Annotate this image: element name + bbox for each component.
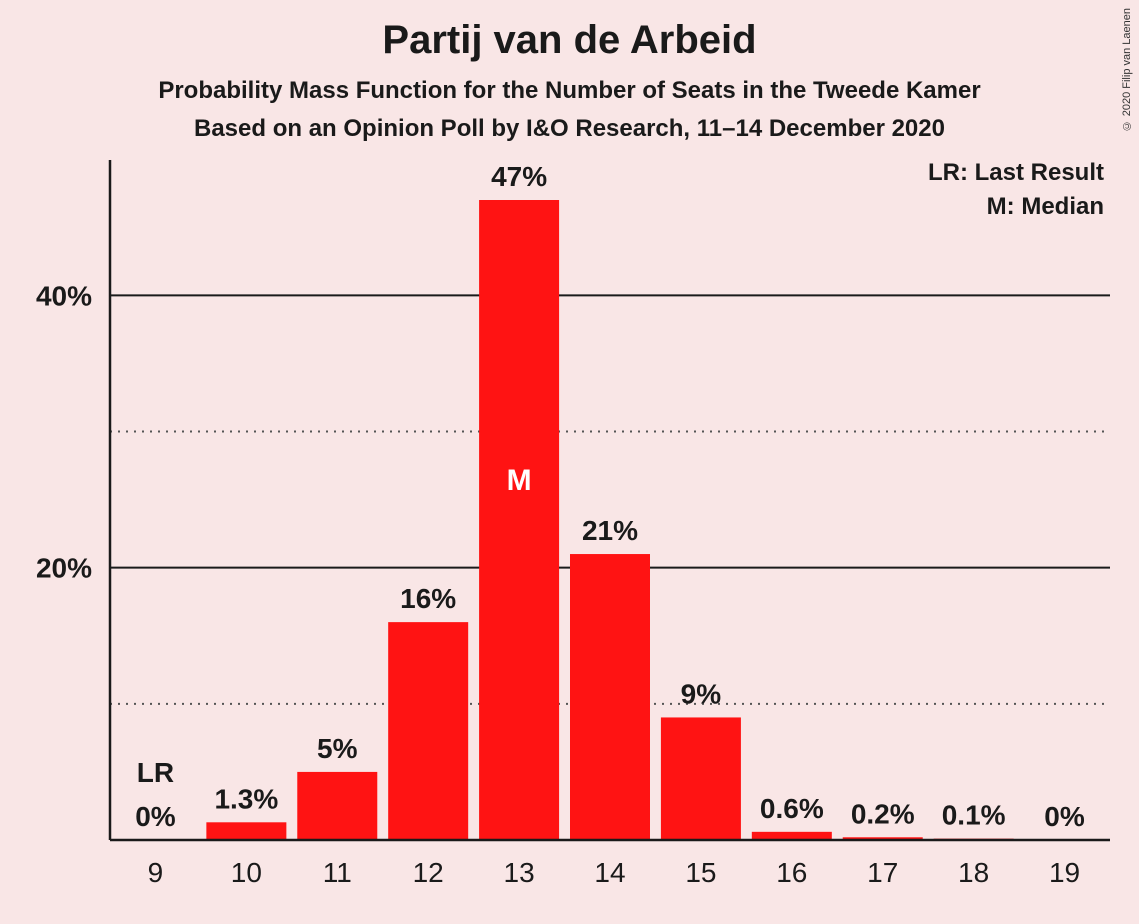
x-tick-label: 16 (776, 857, 807, 888)
x-tick-label: 18 (958, 857, 989, 888)
bar (570, 554, 650, 840)
x-tick-label: 15 (685, 857, 716, 888)
chart-subtitle-2: Based on an Opinion Poll by I&O Research… (0, 105, 1139, 143)
bar-value-label: 16% (400, 583, 456, 614)
bar (297, 772, 377, 840)
bar-value-label: 0.2% (851, 798, 915, 829)
bar-value-label: 21% (582, 515, 638, 546)
x-tick-label: 9 (148, 857, 164, 888)
legend-lr: LR: Last Result (928, 159, 1104, 186)
y-tick-label: 40% (36, 280, 92, 311)
x-tick-label: 14 (594, 857, 625, 888)
x-tick-label: 11 (323, 857, 352, 888)
y-tick-label: 20% (36, 553, 92, 584)
x-tick-label: 10 (231, 857, 262, 888)
bar-value-label: 0% (135, 801, 176, 832)
median-marker: M (507, 464, 532, 497)
bar (206, 822, 286, 840)
x-tick-label: 19 (1049, 857, 1080, 888)
x-tick-label: 17 (867, 857, 898, 888)
bar-value-label: 5% (317, 733, 358, 764)
chart-subtitle-1: Probability Mass Function for the Number… (0, 63, 1139, 105)
bar (479, 200, 559, 840)
bar (388, 622, 468, 840)
chart-area: 20% 40% 0% 9 LR 1.3% 10 5% 11 16% 12 47% 13 M 21% 14 9% 1… (0, 150, 1139, 920)
bar-value-label: 0.6% (760, 793, 824, 824)
bar-value-label: 47% (491, 161, 547, 192)
bar-value-label: 9% (681, 678, 722, 709)
bar-value-label: 1.3% (214, 783, 278, 814)
x-tick-label: 13 (504, 857, 535, 888)
bar-value-label: 0.1% (942, 800, 1006, 831)
bar-chart: 20% 40% 0% 9 LR 1.3% 10 5% 11 16% 12 47% 13 M 21% 14 9% 1… (0, 150, 1139, 920)
chart-title: Partij van de Arbeid (0, 0, 1139, 63)
bar (661, 717, 741, 840)
copyright-text: © 2020 Filip van Laenen (1121, 8, 1133, 131)
legend-m: M: Median (987, 193, 1104, 220)
x-tick-label: 12 (413, 857, 444, 888)
bar-value-label: 0% (1044, 801, 1085, 832)
lr-marker: LR (137, 757, 174, 788)
